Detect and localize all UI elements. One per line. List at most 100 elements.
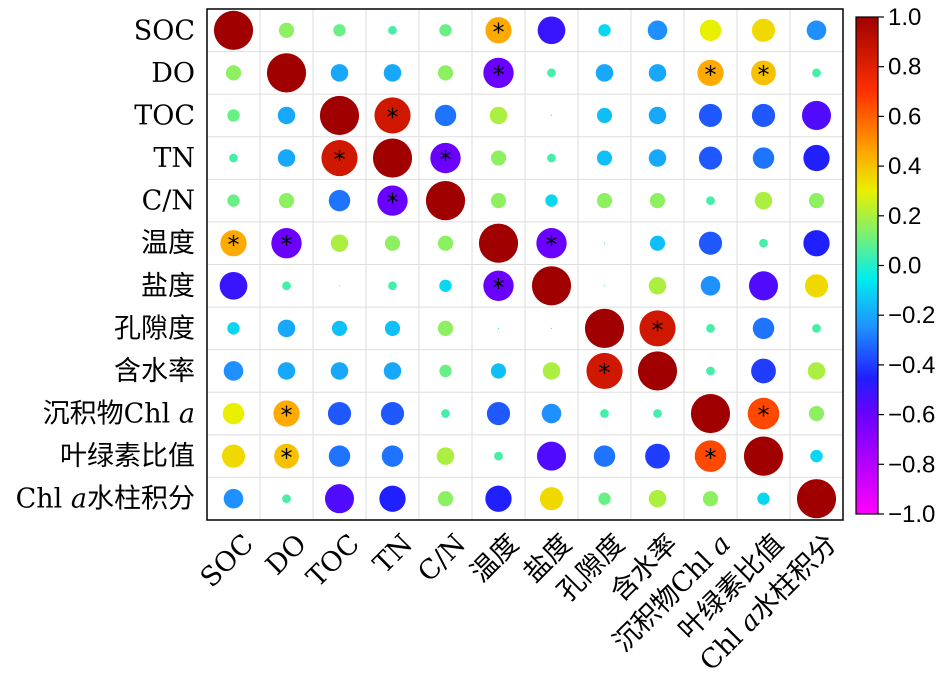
correlation-circle [225,65,242,81]
correlation-circle [706,196,715,206]
correlation-circle [796,479,837,519]
correlation-circle [810,449,823,463]
correlation-circle [485,485,512,512]
correlation-circle [274,443,299,469]
column-label: C/N [412,529,472,589]
row-label: DO [151,58,195,89]
correlation-circle [806,20,827,41]
significance-marker: * [705,444,717,472]
row-label: 温度 [141,228,195,259]
correlation-circle [388,25,397,35]
significance-marker: * [440,146,452,174]
significance-marker: * [281,402,293,430]
correlation-circle [383,362,402,380]
correlation-circle [377,185,408,216]
correlation-circle [584,308,625,348]
significance-marker: * [387,189,399,217]
row-label: 孔隙度 [114,313,195,344]
correlation-circle [380,401,405,426]
correlation-circle [430,142,461,174]
correlation-circle [271,228,302,259]
correlation-circle [536,441,567,471]
plot-frame [206,8,844,521]
correlation-circle [277,362,296,380]
correlation-circle [698,146,723,170]
significance-marker: * [493,61,505,89]
correlation-circle [338,285,341,287]
colorbar-tick-label: 0.8 [888,54,921,81]
significance-marker: * [705,61,717,89]
correlation-circle [550,327,553,329]
column-label: TN [368,529,419,580]
correlation-circle [324,484,355,514]
significance-marker: * [334,146,346,174]
correlation-circle [596,193,613,209]
correlation-circle [490,193,507,209]
correlation-circle [439,364,452,378]
correlation-circle [748,271,779,301]
row-label: SOC [134,15,195,46]
correlation-circle [803,230,830,257]
correlation-circle [483,270,514,301]
correlation-circle [374,97,411,134]
significance-marker: * [493,274,505,302]
correlation-circle [759,238,768,248]
correlation-circle [434,104,457,127]
column-label: 温度 [465,529,525,589]
colorbar-tick-label: 0.0 [888,253,921,280]
correlation-circle [328,445,351,467]
correlation-circle [649,193,666,209]
correlation-circle [694,440,727,472]
correlation-circle [752,317,775,340]
correlation-circle [277,319,296,338]
correlation-circle [223,361,244,381]
colorbar-tick-label: 0.6 [888,103,921,130]
correlation-circle [213,10,254,50]
correlation-circle [586,352,623,390]
correlation-circle [596,150,613,166]
correlation-circle [536,228,567,259]
correlation-circle [388,281,397,291]
correlation-circle [266,53,307,93]
correlation-circle [282,281,291,291]
significance-marker: * [652,316,664,344]
correlation-circle [437,491,454,507]
row-label: Chl a水柱积分 [16,484,195,515]
correlation-circle [545,194,558,207]
grid-lines [207,9,843,520]
correlation-circle [227,194,240,207]
row-label: 叶绿素比值 [60,441,195,472]
colorbar-tick-label: −1.0 [888,501,935,528]
correlation-circle [489,106,508,125]
row-label: 含水率 [114,356,195,387]
correlation-circle [648,106,667,125]
column-label: SOC [195,529,260,594]
row-label: TOC [134,100,195,131]
correlation-circle [547,153,556,163]
correlation-circle [603,285,606,287]
correlation-circle [812,68,821,78]
significance-marker: * [281,444,293,472]
correlation-circle [227,109,240,122]
correlation-circle [277,106,296,125]
correlation-circle [550,114,553,117]
row-label: 盐度 [141,271,195,302]
correlation-circle [706,366,715,376]
correlation-circle [273,400,300,427]
correlation-circle [648,277,667,295]
correlation-circle [494,451,503,461]
correlation-circle [383,64,402,82]
correlation-circle [699,19,722,42]
correlation-circle [439,279,452,292]
correlation-circle [486,401,511,426]
correlation-circle [331,320,348,336]
correlation-circle [648,489,667,508]
column-label: TOC [301,529,366,594]
correlation-circle [531,266,572,306]
significance-marker: * [599,359,611,387]
correlation-circle [328,189,351,212]
correlation-circle [808,193,825,209]
correlation-circle [379,485,406,512]
correlation-circle [593,445,616,467]
